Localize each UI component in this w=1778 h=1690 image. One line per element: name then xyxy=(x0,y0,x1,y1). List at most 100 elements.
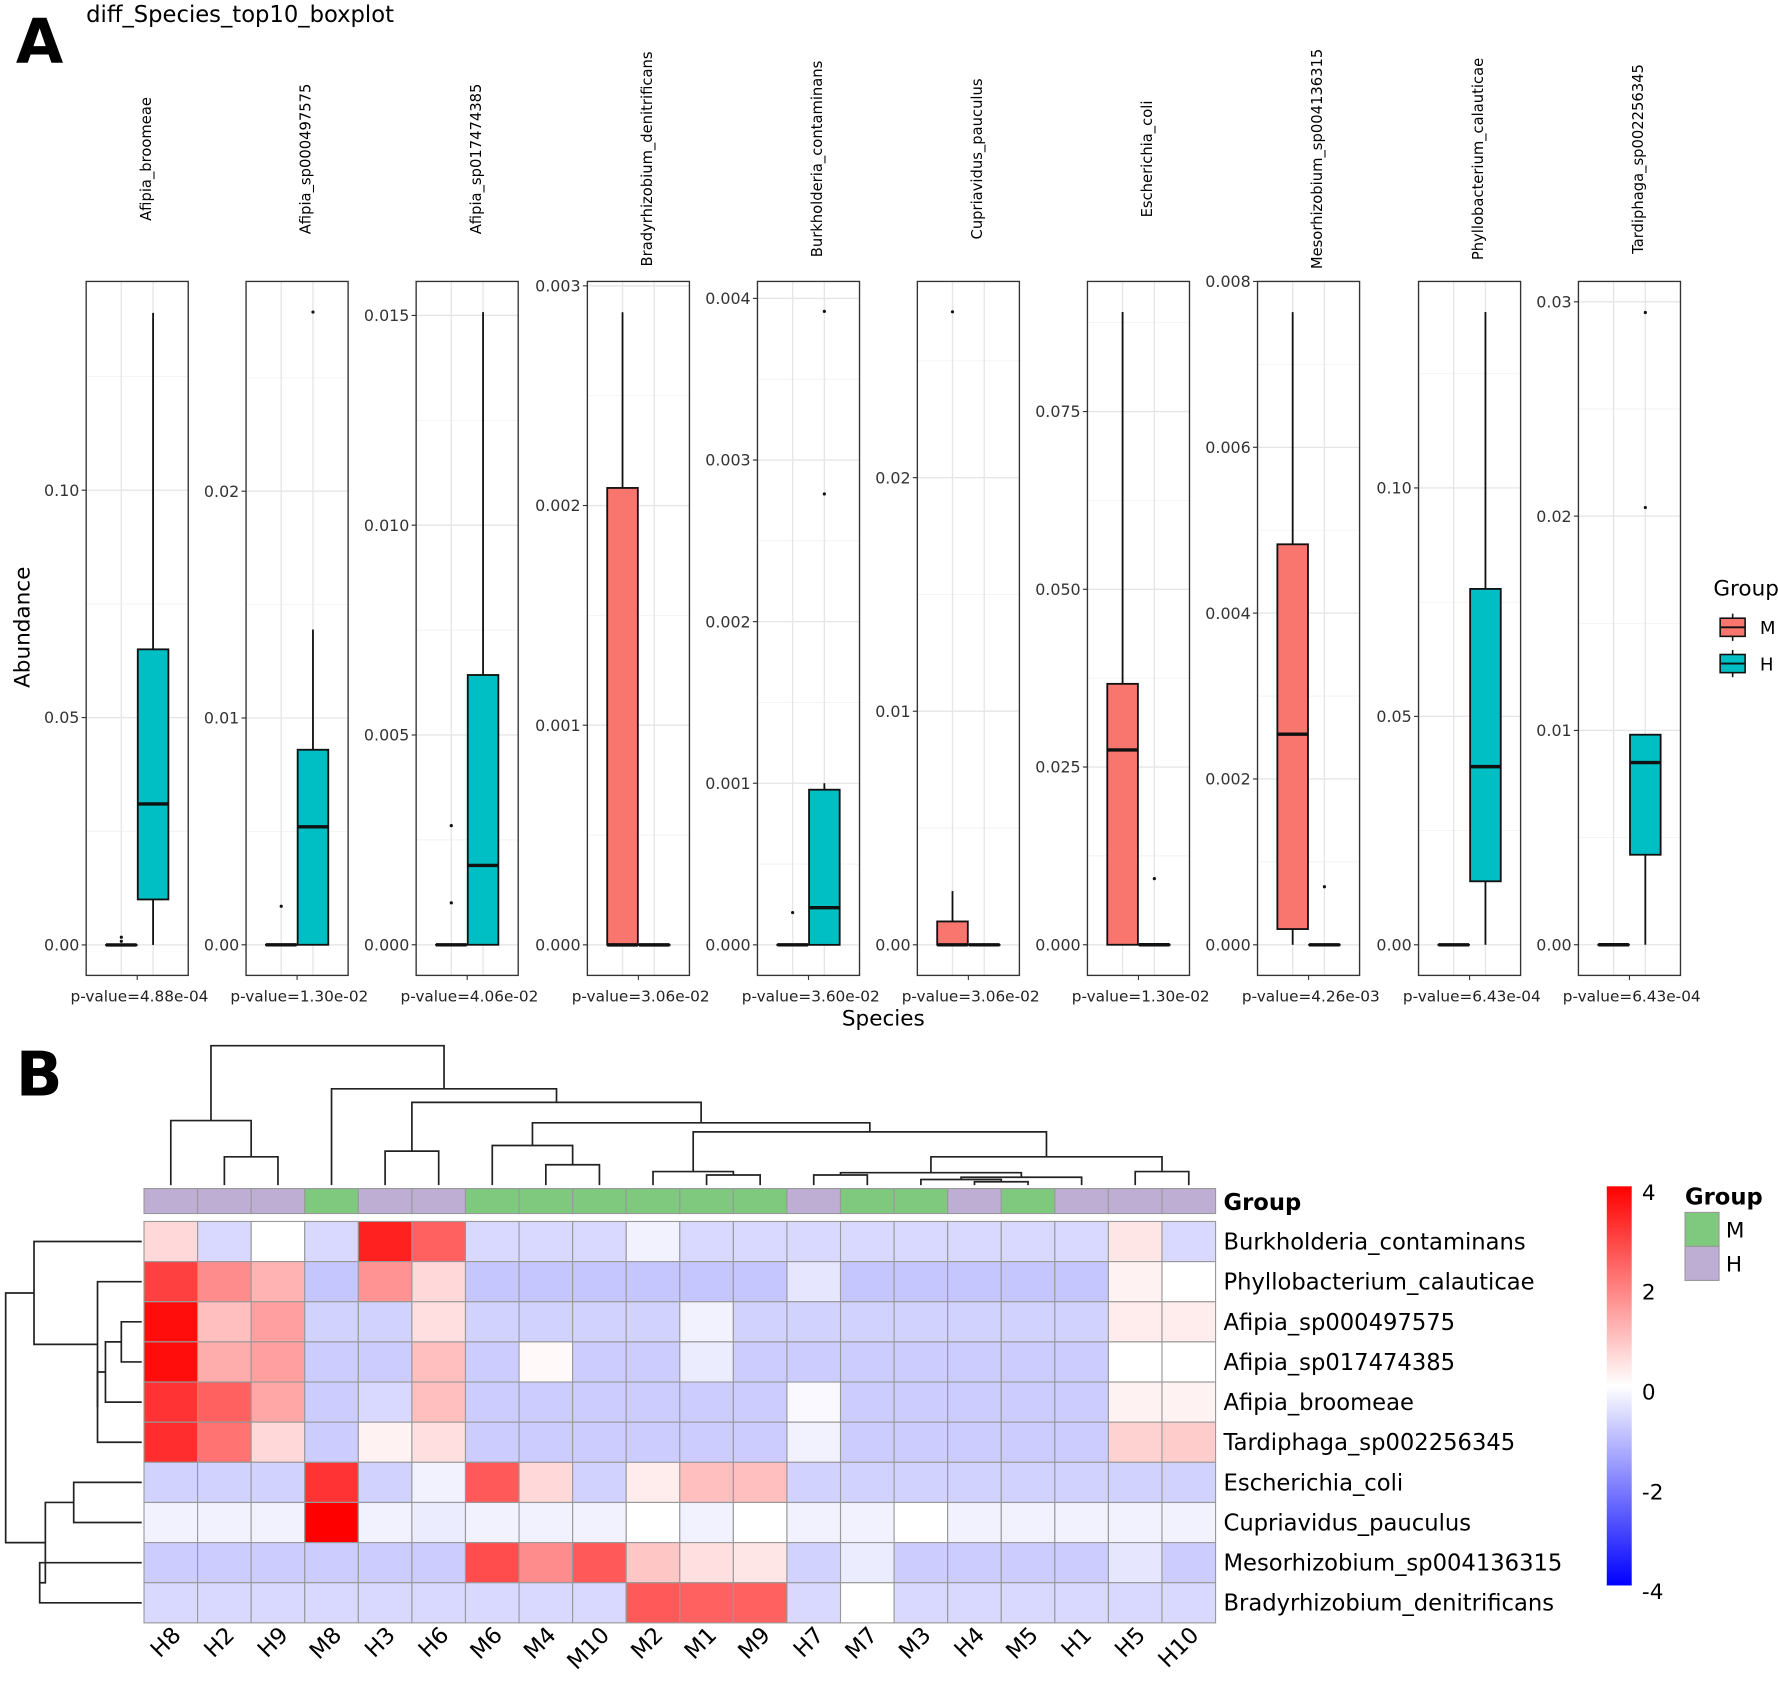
y-tick-label: 0.001 xyxy=(535,716,580,735)
column-dendrogram-branch xyxy=(384,1150,440,1186)
heatmap-cell xyxy=(947,1582,1002,1624)
heatmap-cell xyxy=(197,1501,252,1544)
outlier-point xyxy=(279,904,283,908)
heatmap-cell xyxy=(1107,1301,1163,1343)
heatmap-cell xyxy=(947,1381,1002,1423)
heatmap-cell xyxy=(304,1421,359,1463)
colorbar-tick-label: -4 xyxy=(1642,1580,1663,1605)
pvalue-label: p-value=4.06e-02 xyxy=(401,987,539,1005)
heatmap-cell xyxy=(518,1582,574,1624)
column-label: M3 xyxy=(894,1622,936,1664)
heatmap-cell xyxy=(1161,1220,1217,1263)
outlier-point xyxy=(791,910,795,915)
y-tick-label: 0.003 xyxy=(705,451,750,470)
species-strip-label: Afipia_broomeae xyxy=(138,97,155,221)
y-tick-label: 0.005 xyxy=(364,726,409,745)
column-dendrogram-branch xyxy=(692,1131,1048,1172)
heatmap-cell xyxy=(625,1341,681,1383)
column-label: M1 xyxy=(680,1622,722,1664)
heatmap-cell xyxy=(357,1542,413,1584)
heatmap-cell xyxy=(625,1501,681,1544)
box-H xyxy=(1469,587,1502,883)
heatmap-cell xyxy=(464,1381,520,1423)
y-tick-label: 0.008 xyxy=(1205,272,1250,291)
heatmap-cell xyxy=(464,1220,520,1263)
heatmap-cell xyxy=(625,1261,681,1303)
group-legend-title: Group xyxy=(1685,1184,1763,1210)
y-tick-label: 0.01 xyxy=(1536,721,1571,740)
pvalue-label: p-value=4.26e-03 xyxy=(1242,987,1380,1005)
species-strip-label: Afipia_sp000497575 xyxy=(298,84,315,235)
heatmap-cell xyxy=(947,1341,1002,1383)
group-annotation-cell xyxy=(250,1188,306,1215)
row-dendrogram-branch xyxy=(104,1341,142,1403)
colorbar xyxy=(1606,1186,1632,1586)
colorbar-tick-label: 2 xyxy=(1642,1281,1656,1306)
species-strip-label: Burkholderia_contaminans xyxy=(809,61,826,258)
heatmap-cell xyxy=(893,1220,949,1263)
column-label: H4 xyxy=(949,1622,990,1663)
heatmap-cell xyxy=(839,1501,895,1544)
boxplot-legend: Group MH xyxy=(1713,577,1778,678)
pvalue-label: p-value=3.06e-02 xyxy=(902,987,1040,1005)
heatmap-cell xyxy=(143,1381,199,1423)
heatmap-cell xyxy=(947,1220,1002,1263)
heatmap-cell xyxy=(572,1261,627,1303)
heatmap-cell xyxy=(625,1421,681,1463)
y-tick-label: 0.05 xyxy=(1376,707,1411,726)
heatmap-cell xyxy=(947,1261,1002,1303)
y-axis-label: Abundance xyxy=(10,567,35,688)
heatmap-cell xyxy=(464,1582,520,1624)
column-label: H1 xyxy=(1057,1622,1098,1663)
heatmap-cell xyxy=(518,1542,574,1584)
column-dendrogram-branch xyxy=(1134,1170,1190,1186)
group-legend-swatch xyxy=(1684,1245,1720,1281)
column-dendrogram-branch xyxy=(411,1101,702,1152)
heatmap-cell xyxy=(947,1421,1002,1463)
heatmap-cell xyxy=(304,1381,359,1423)
y-tick-label: 0.01 xyxy=(204,709,239,728)
y-tick-label: 0.000 xyxy=(364,935,409,954)
heatmap-cell xyxy=(143,1501,199,1544)
y-tick-label: 0.002 xyxy=(1205,770,1250,789)
heatmap-cell xyxy=(625,1381,681,1423)
heatmap-cell xyxy=(304,1301,359,1343)
heatmap-cell xyxy=(1107,1542,1163,1584)
boxplot-panel: 0.00 0.01 0.02 0.03 Tardiphaga_sp002256345 p-… xyxy=(1536,64,1700,1005)
group-annotation-cell xyxy=(143,1188,199,1215)
heatmap-cell xyxy=(357,1220,413,1263)
heatmap-cell xyxy=(893,1461,949,1504)
boxplot-panel: 0.000 0.001 0.002 0.003 Bradyrhizobium_denit… xyxy=(535,51,709,1005)
heatmap-cell xyxy=(250,1381,306,1423)
y-tick-label: 0.002 xyxy=(705,612,750,631)
y-tick-label: 0.00 xyxy=(204,935,239,954)
column-label: H7 xyxy=(789,1622,830,1663)
heatmap-cell xyxy=(464,1341,520,1383)
y-tick-label: 0.00 xyxy=(875,935,910,954)
heatmap-cell xyxy=(786,1261,842,1303)
panel-letter-a: A xyxy=(16,7,64,78)
boxplot-panel: 0.000 0.002 0.004 0.006 0.008 Mesorhizobium_s… xyxy=(1205,49,1379,1006)
y-tick-label: 0.010 xyxy=(364,516,409,535)
row-dendrogram-branch xyxy=(96,1371,142,1444)
y-tick-label: 0.001 xyxy=(705,774,750,793)
y-tick-label: 0.01 xyxy=(875,702,910,721)
heatmap-cell xyxy=(1107,1261,1163,1303)
heatmap-cell xyxy=(893,1301,949,1343)
y-tick-label: 0.015 xyxy=(364,306,409,325)
heatmap-cell xyxy=(1161,1341,1217,1383)
group-annotation-cell xyxy=(357,1188,413,1215)
heatmap-cell xyxy=(625,1461,681,1504)
heatmap-cell xyxy=(197,1261,252,1303)
heatmap-cell xyxy=(143,1421,199,1463)
heatmap-cell xyxy=(786,1542,842,1584)
heatmap-cell xyxy=(1107,1501,1163,1544)
heatmap-cell xyxy=(679,1261,734,1303)
y-tick-label: 0.000 xyxy=(535,936,580,955)
group-annotation-cell xyxy=(947,1188,1002,1215)
heatmap-cell xyxy=(464,1542,520,1584)
chart-title: diff_Species_top10_boxplot xyxy=(86,2,394,28)
y-tick-label: 0.03 xyxy=(1536,292,1571,311)
column-dendrogram-branch xyxy=(169,1119,253,1186)
heatmap-cell xyxy=(732,1421,788,1463)
